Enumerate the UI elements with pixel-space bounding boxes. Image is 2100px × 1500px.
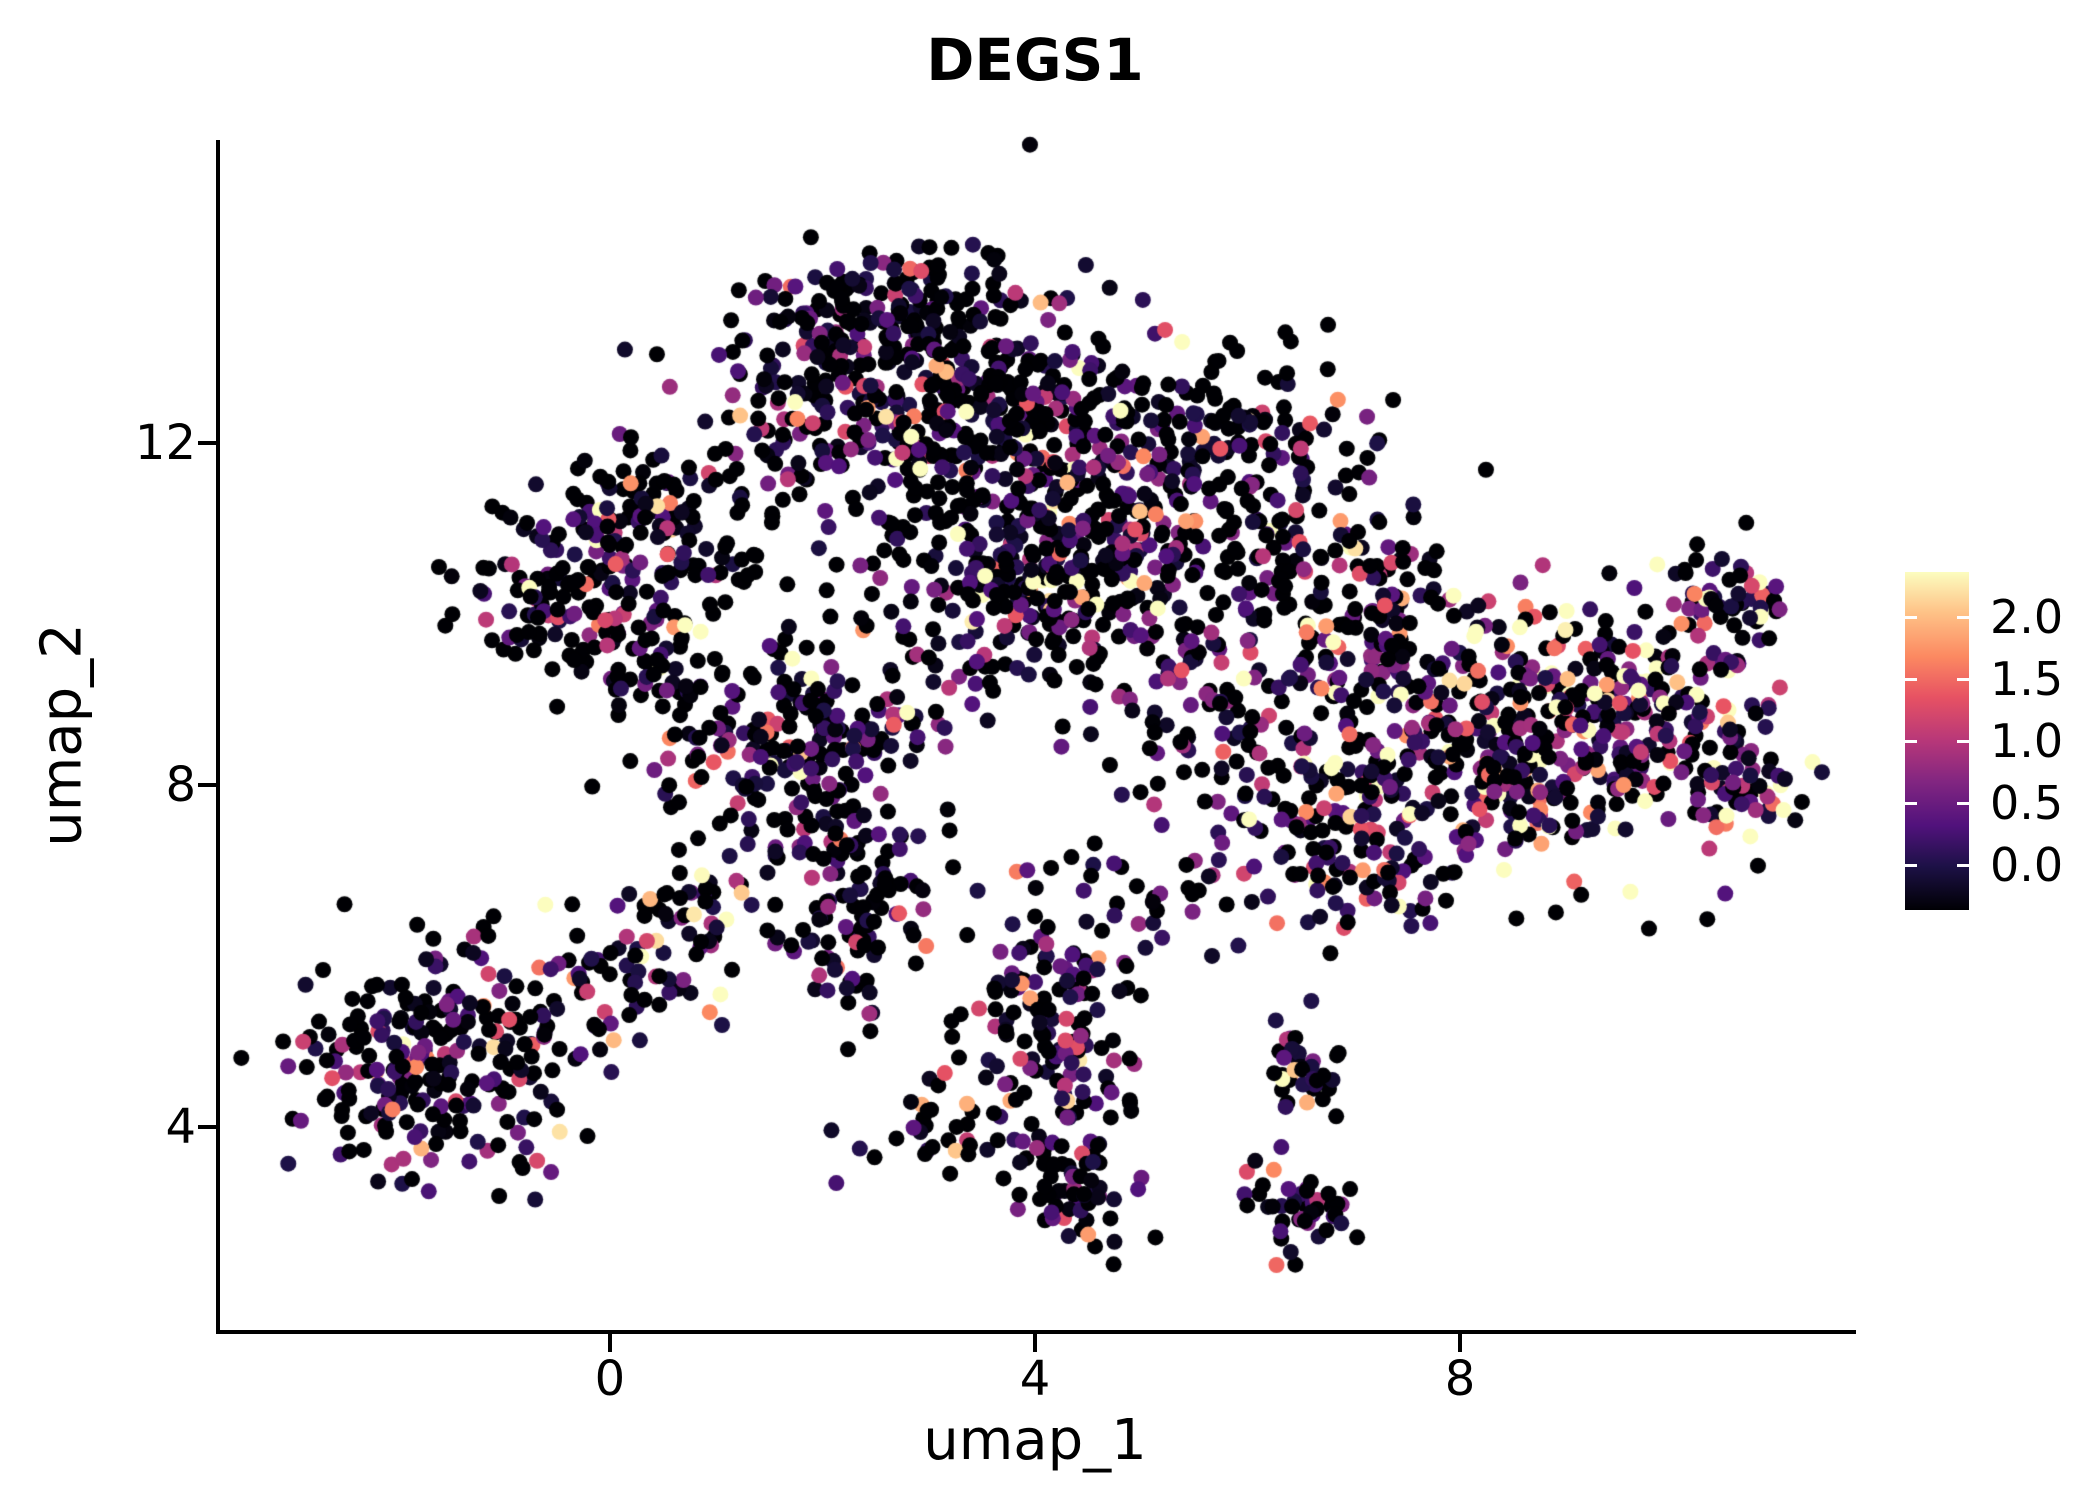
colorbar-tick-label: 0.0 <box>1990 838 2064 892</box>
colorbar-tick-mark <box>1905 863 1917 867</box>
colorbar-tick-label: 1.0 <box>1990 714 2064 768</box>
colorbar-tick-mark <box>1905 677 1917 681</box>
colorbar-tick-label: 1.5 <box>1990 652 2064 706</box>
x-tick-label: 0 <box>594 1351 626 1407</box>
colorbar-tick-mark <box>1905 615 1917 619</box>
y-tick-label: 4 <box>165 1099 196 1156</box>
x-tick-mark <box>1033 1334 1037 1352</box>
y-axis-title: umap_2 <box>29 623 95 847</box>
x-tick-mark <box>1458 1334 1463 1352</box>
y-axis-line <box>216 140 220 1334</box>
x-tick-label: 4 <box>1019 1351 1051 1407</box>
colorbar-tick-mark <box>1957 739 1969 743</box>
colorbar-tick-label: 2.0 <box>1990 590 2064 644</box>
colorbar-tick-mark <box>1957 863 1969 867</box>
colorbar-tick-mark <box>1957 801 1969 805</box>
y-tick-mark <box>198 783 216 788</box>
colorbar-tick-label: 0.5 <box>1990 776 2064 830</box>
x-tick-label: 8 <box>1444 1351 1476 1407</box>
colorbar-tick-mark <box>1957 615 1969 619</box>
y-tick-mark <box>198 1125 216 1130</box>
colorbar-tick-mark <box>1905 801 1917 805</box>
x-axis-line <box>216 1330 1856 1334</box>
expression-colorbar <box>1905 572 1969 910</box>
y-tick-label: 12 <box>134 414 196 471</box>
x-tick-mark <box>607 1334 612 1352</box>
x-axis-title: umap_1 <box>923 1408 1147 1473</box>
colorbar-tick-mark <box>1957 677 1969 681</box>
colorbar-tick-mark <box>1905 739 1917 743</box>
y-tick-mark <box>198 440 216 445</box>
y-tick-label: 8 <box>165 757 196 814</box>
